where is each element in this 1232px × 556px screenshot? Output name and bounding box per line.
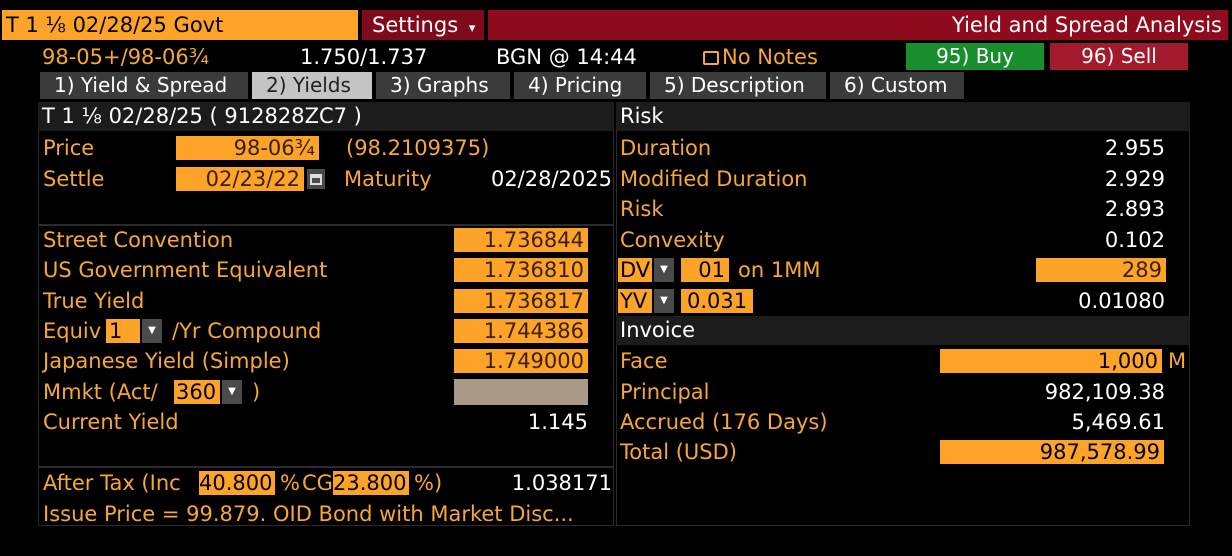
invoice-header: Invoice [616, 316, 1190, 345]
risk-value: 2.893 [1104, 197, 1165, 221]
mmkt-label: Mmkt (Act/ [43, 380, 158, 404]
modified-duration-value: 2.929 [1104, 167, 1165, 191]
equiv-frequency-input[interactable]: 1 [106, 319, 140, 343]
current-yield-value: 1.145 [527, 410, 588, 434]
dv-basis-input[interactable]: 01 [681, 258, 729, 282]
issue-price-note: Issue Price = 99.879. OID Bond with Mark… [43, 502, 574, 526]
tab-pricing[interactable]: 4) Pricing [514, 72, 646, 99]
yv-selector[interactable]: YV [618, 289, 652, 313]
maturity-value: 02/28/2025 [490, 167, 612, 191]
japanese-yield-label: Japanese Yield (Simple) [43, 349, 290, 373]
modified-duration-label: Modified Duration [620, 167, 808, 191]
total-label: Total (USD) [620, 440, 737, 464]
true-yield-label: True Yield [43, 289, 145, 313]
chevron-down-icon: ▾ [468, 21, 476, 36]
tab-description[interactable]: 5) Description [650, 72, 826, 99]
current-yield-label: Current Yield [43, 410, 179, 434]
price-input[interactable]: 98-06¾ [176, 136, 319, 160]
convexity-label: Convexity [620, 228, 725, 252]
accrued-value: 5,469.61 [1071, 410, 1165, 434]
dv-selector[interactable]: DV [618, 258, 652, 282]
accrued-label: Accrued (176 Days) [620, 410, 828, 434]
notes-button[interactable]: No Notes [703, 44, 818, 70]
settle-label: Settle [43, 167, 105, 191]
after-tax-value: 1.038171 [511, 471, 612, 495]
tab-yield-spread[interactable]: 1) Yield & Spread [40, 72, 248, 99]
equiv-label: Equiv [43, 319, 102, 343]
mmkt-basis-dropdown[interactable]: ▼ [222, 380, 242, 404]
principal-label: Principal [620, 380, 710, 404]
face-unit: M [1168, 349, 1187, 373]
tab-custom[interactable]: 6) Custom [830, 72, 964, 99]
bid-ask-price: 98-05+/98-06¾ [42, 45, 210, 69]
sell-button[interactable]: 96) Sell [1050, 43, 1188, 70]
yv-dropdown[interactable]: ▼ [654, 289, 674, 313]
maturity-label: Maturity [344, 167, 432, 191]
settings-menu[interactable]: Settings ▾ [362, 10, 484, 40]
principal-value: 982,109.38 [1044, 380, 1165, 404]
cg-label: CG [302, 471, 333, 495]
percent-sign: % [280, 471, 300, 495]
tab-graphs[interactable]: 3) Graphs [376, 72, 510, 99]
japanese-yield-value: 1.749000 [454, 349, 588, 373]
total-value: 987,578.99 [940, 440, 1164, 464]
calendar-icon[interactable] [307, 169, 325, 189]
buy-button[interactable]: 95) Buy [906, 43, 1044, 70]
dv-dropdown[interactable]: ▼ [654, 258, 674, 282]
after-tax-label: After Tax (Inc [43, 471, 181, 495]
panel-divider [38, 224, 614, 226]
yv-value: 0.01080 [1078, 289, 1165, 313]
street-convention-value: 1.736844 [454, 228, 588, 252]
equiv-suffix-label: /Yr Compound [172, 319, 322, 343]
notes-label: No Notes [722, 45, 818, 69]
mmkt-value [454, 379, 588, 405]
panel-divider-2 [38, 466, 614, 468]
settings-label: Settings [372, 13, 459, 37]
bond-header: T 1 ⅛ 02/28/25 ( 912828ZC7 ) [38, 102, 614, 131]
face-label: Face [620, 349, 668, 373]
settle-input[interactable]: 02/23/22 [176, 167, 304, 191]
price-label: Price [43, 136, 95, 160]
title-bar: T 1 ⅛ 02/28/25 Govt Settings ▾ Yield and… [0, 10, 1232, 40]
risk-header: Risk [616, 102, 1190, 131]
income-tax-rate-input[interactable]: 40.800 [199, 471, 275, 495]
dv-value: 289 [1036, 258, 1166, 282]
us-gov-equivalent-label: US Government Equivalent [43, 258, 328, 282]
function-title-bar: Yield and Spread Analysis [488, 10, 1228, 40]
percent-close: %) [414, 471, 443, 495]
mmkt-close-label: ) [252, 380, 261, 404]
note-icon [703, 51, 719, 65]
yv-input[interactable]: 0.031 [681, 289, 753, 313]
equiv-yield-value: 1.744386 [454, 319, 588, 343]
tab-yields[interactable]: 2) Yields [252, 72, 372, 99]
bid-ask-yields: 1.750/1.737 [300, 45, 428, 69]
equiv-frequency-dropdown[interactable]: ▼ [142, 319, 162, 343]
dv-suffix-label: on 1MM [738, 258, 821, 282]
duration-label: Duration [620, 136, 712, 160]
convexity-value: 0.102 [1104, 228, 1165, 252]
us-gov-equivalent-value: 1.736810 [454, 258, 588, 282]
duration-value: 2.955 [1104, 136, 1165, 160]
mmkt-basis-input[interactable]: 360 [174, 380, 220, 404]
cg-tax-rate-input[interactable]: 23.800 [333, 471, 409, 495]
security-ticker[interactable]: T 1 ⅛ 02/28/25 Govt [2, 10, 358, 40]
street-convention-label: Street Convention [43, 228, 234, 252]
true-yield-value: 1.736817 [454, 289, 588, 313]
source-time: BGN @ 14:44 [496, 45, 637, 69]
price-decimal: (98.2109375) [346, 136, 490, 160]
function-title: Yield and Spread Analysis [951, 13, 1222, 37]
face-input[interactable]: 1,000 [940, 349, 1162, 373]
risk-label: Risk [620, 197, 664, 221]
bond-panel [38, 102, 614, 526]
